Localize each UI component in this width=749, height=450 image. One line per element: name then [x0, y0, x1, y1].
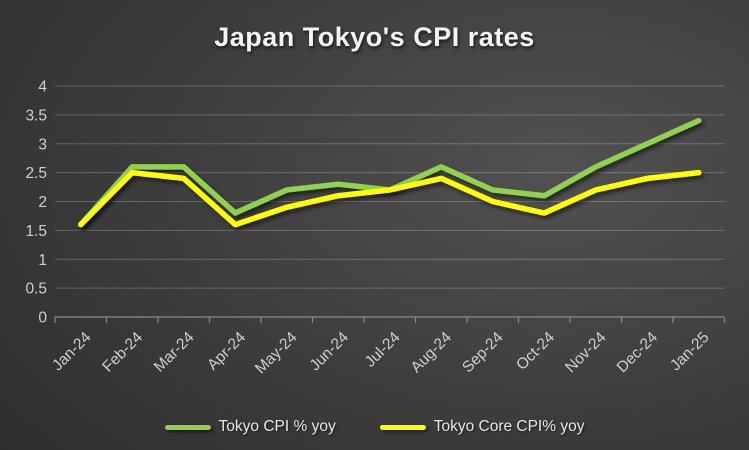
- x-axis-label: Apr-24: [204, 329, 249, 374]
- y-axis-labels: 0 0.5 1 1.5 2 2.5 3 3.5 4: [25, 79, 47, 327]
- x-axis-label: Jun-24: [307, 329, 353, 375]
- y-axis-label: 1.5: [25, 223, 47, 240]
- x-axis-label: Jul-24: [362, 329, 404, 371]
- legend-item-tokyo-core-cpi: Tokyo Core CPI% yoy: [379, 418, 585, 436]
- legend-label-tokyo-cpi: Tokyo CPI % yoy: [218, 418, 336, 435]
- y-axis-label: 3: [38, 136, 47, 153]
- x-axis-label: Jan-24: [49, 329, 95, 375]
- y-axis-label: 4: [38, 79, 47, 96]
- y-axis-label: 2.5: [25, 165, 47, 182]
- x-axis-label: Dec-24: [614, 329, 662, 377]
- x-axis-label: Sep-24: [459, 329, 507, 377]
- y-axis-label: 3.5: [25, 107, 47, 124]
- y-axis-label: 1: [38, 252, 47, 269]
- legend-item-tokyo-cpi: Tokyo CPI % yoy: [164, 418, 336, 436]
- x-axis-label: Jan-25: [667, 329, 713, 375]
- x-axis-label: Oct-24: [513, 329, 558, 374]
- legend-label-tokyo-core-cpi: Tokyo Core CPI% yoy: [433, 418, 585, 435]
- chart-title: Japan Tokyo's CPI rates: [214, 22, 535, 52]
- x-axis-label: Feb-24: [99, 329, 146, 376]
- chart-legend: Tokyo CPI % yoy Tokyo Core CPI% yoy: [0, 418, 749, 436]
- y-axis-label: 2: [38, 194, 47, 211]
- x-axis-labels: Jan-24 Feb-24 Mar-24 Apr-24 May-24 Jun-24 Jul-…: [49, 329, 713, 378]
- x-axis-label: May-24: [252, 329, 301, 378]
- legend-swatch-green-line: [164, 424, 211, 430]
- x-axis-label: Nov-24: [562, 329, 610, 377]
- legend-swatch-yellow-line: [379, 424, 426, 430]
- x-axis-ticks: [54, 317, 726, 323]
- y-axis-label: 0: [38, 310, 47, 327]
- x-axis-label: Aug-24: [408, 329, 456, 377]
- y-axis-label: 0.5: [25, 281, 47, 298]
- gridlines: [55, 85, 725, 289]
- x-axis-label: Mar-24: [151, 329, 198, 376]
- series-line-tokyo-core-cpi: [78, 169, 702, 228]
